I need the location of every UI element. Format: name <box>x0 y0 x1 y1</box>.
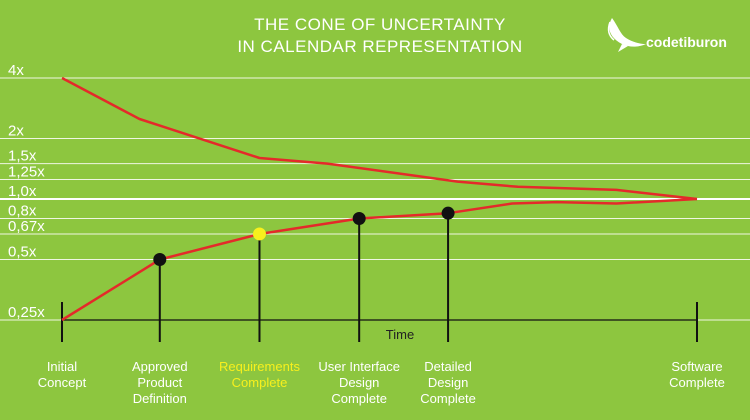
milestone-marker-3 <box>352 211 366 225</box>
y-tick-label-3: 1,25x <box>8 164 45 181</box>
chart-title-line-2: IN CALENDAR REPRESENTATION <box>237 37 522 56</box>
y-tick-label-2: 1,5x <box>8 148 37 165</box>
x-category-label-4-line-1: Design <box>428 375 468 390</box>
x-category-label-2: Requirements Complete <box>219 359 300 390</box>
series-line-upper <box>61 76 698 201</box>
x-category-label-0: Initial Concept <box>38 359 87 390</box>
milestone-marker-2 <box>252 227 266 241</box>
x-axis-title: Time <box>386 327 414 342</box>
x-category-label-0-line-0: Initial <box>47 359 77 374</box>
x-category-label-4: Detailed Design Complete <box>420 359 476 406</box>
x-category-label-2-line-1: Complete <box>232 375 288 390</box>
x-category-label-0-line-1: Concept <box>38 375 87 390</box>
x-category-label-1-line-1: Product <box>137 375 182 390</box>
y-tick-label-6: 0,67x <box>8 218 45 235</box>
milestone-marker-4 <box>441 206 455 220</box>
x-category-label-1-line-2: Definition <box>133 391 187 406</box>
x-category-label-5-line-0: Software <box>671 359 722 374</box>
y-tick-label-8: 0,25x <box>8 304 45 321</box>
y-tick-label-1: 2x <box>8 123 24 140</box>
y-tick-label-4: 1,0x <box>8 183 37 200</box>
milestone-stems <box>61 213 698 342</box>
x-category-label-3-line-1: Design <box>339 375 379 390</box>
x-category-label-4-line-0: Detailed <box>424 359 472 374</box>
grid-lines <box>0 77 750 321</box>
x-category-label-3-line-2: Complete <box>331 391 387 406</box>
y-tick-label-0: 4x <box>8 62 24 79</box>
milestone-markers <box>153 206 455 266</box>
y-tick-label-7: 0,5x <box>8 244 37 261</box>
x-category-label-1: Approved Product Definition <box>132 359 188 406</box>
y-tick-label-5: 0,8x <box>8 202 37 219</box>
x-category-label-5-line-1: Complete <box>669 375 725 390</box>
chart-title-line-1: THE CONE OF UNCERTAINTY <box>254 15 506 34</box>
shark-icon <box>607 18 646 52</box>
x-category-label-2-line-0: Requirements <box>219 359 300 374</box>
x-category-label-4-line-2: Complete <box>420 391 476 406</box>
x-category-label-3: User Interface Design Complete <box>318 359 400 406</box>
y-tick-labels: 4x 2x 1,5x1,25x 1,0x 0,8x0,67x 0,5x 0,25x <box>8 62 45 321</box>
milestone-marker-1 <box>153 253 167 266</box>
x-category-label-1-line-0: Approved <box>132 359 188 374</box>
brand-logo: codetiburon <box>607 18 727 52</box>
brand-name: codetiburon <box>646 34 727 50</box>
x-category-label-3-line-0: User Interface <box>318 359 400 374</box>
x-category-label-5: Software Complete <box>669 359 725 390</box>
x-category-labels: Initial Concept Approved Product Definition R… <box>38 359 725 406</box>
